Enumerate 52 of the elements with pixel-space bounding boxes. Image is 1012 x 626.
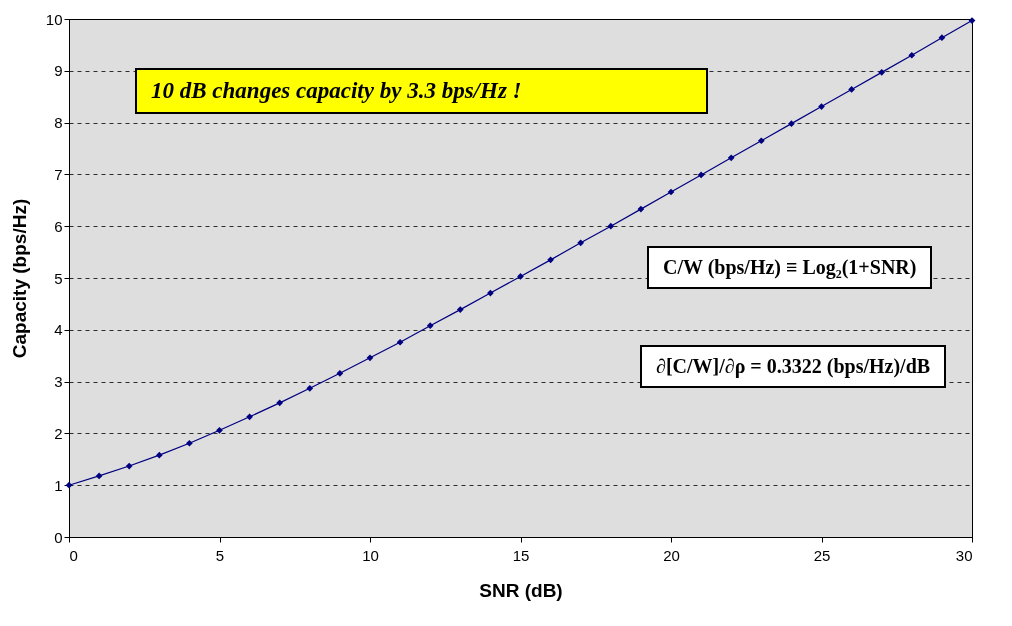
point <box>637 205 645 213</box>
point <box>186 439 193 447</box>
point <box>456 306 464 313</box>
point <box>938 34 946 41</box>
point <box>848 86 855 93</box>
y-tick-label: 10 <box>45 10 63 28</box>
point <box>818 103 825 110</box>
y-tick-label: 5 <box>54 269 63 287</box>
point <box>727 154 735 162</box>
point <box>306 384 314 392</box>
x-axis-title: SNR (dB) <box>479 579 563 601</box>
x-tick-label: 20 <box>663 546 680 564</box>
point <box>125 462 133 470</box>
y-tick-label: 8 <box>54 114 63 132</box>
y-tick-label: 4 <box>54 321 63 339</box>
point <box>336 369 344 377</box>
point <box>607 222 615 230</box>
point <box>878 69 886 76</box>
point <box>216 426 223 434</box>
y-tick-label: 2 <box>54 424 63 442</box>
y-tick-label: 3 <box>54 373 63 391</box>
y-axis-title: Capacity (bps/Hz) <box>8 198 30 359</box>
callout-box: 10 dB changes capacity by 3.3 bps/Hz ! <box>135 68 708 114</box>
point <box>65 481 73 489</box>
point <box>788 120 795 127</box>
x-tick-label: 15 <box>512 546 530 564</box>
point <box>547 256 554 264</box>
x-tick-label: 5 <box>215 546 225 564</box>
point <box>95 472 103 480</box>
y-tick-label: 6 <box>54 217 63 235</box>
point <box>366 354 374 362</box>
callout-box: ∂[C/W]/∂ρ = 0.3322 (bps/Hz)/dB <box>640 345 947 388</box>
y-tick-label: 1 <box>54 476 63 494</box>
point <box>757 137 765 145</box>
x-tick-label: 0 <box>69 546 78 564</box>
point <box>426 322 434 330</box>
y-tick-label: 0 <box>54 528 63 546</box>
point <box>577 239 585 247</box>
point <box>155 451 163 459</box>
point <box>517 273 524 280</box>
point <box>396 338 404 346</box>
x-tick-label: 25 <box>813 546 831 564</box>
y-tick-label: 9 <box>54 62 63 80</box>
point <box>908 51 916 59</box>
point <box>276 399 284 407</box>
callout-box: C/W (bps/Hz) ≡ Log₂(1+SNR) <box>647 246 933 289</box>
point <box>697 171 705 179</box>
point <box>667 188 675 196</box>
x-tick-label: 30 <box>955 546 973 564</box>
x-tick-label: 10 <box>362 546 379 564</box>
y-tick-label: 7 <box>54 165 63 183</box>
point <box>246 413 253 421</box>
